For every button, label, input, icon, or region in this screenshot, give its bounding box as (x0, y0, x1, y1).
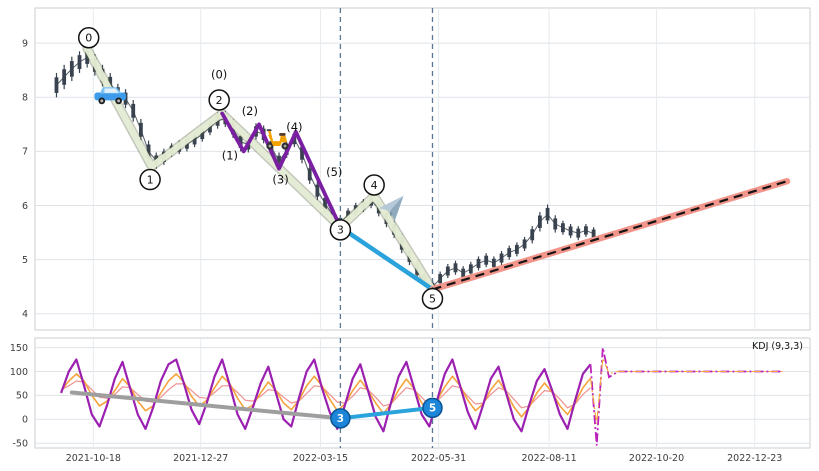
wave-circle-3: 3 (329, 219, 352, 241)
wave-circle-5: 5 (421, 287, 444, 310)
sub-wave-label-(3): (3) (272, 173, 288, 187)
svg-text:4: 4 (371, 179, 378, 192)
svg-text:5: 5 (22, 255, 28, 266)
svg-text:150: 150 (10, 343, 28, 354)
svg-text:9: 9 (22, 38, 28, 49)
svg-text:3: 3 (337, 413, 344, 425)
kdj-node-5: 5 (422, 397, 443, 419)
svg-text:-50: -50 (12, 439, 28, 450)
kdj-j-forecast-line (589, 347, 783, 446)
svg-text:2022-05-31: 2022-05-31 (411, 453, 466, 464)
kdj-node-3: 3 (330, 408, 351, 429)
sub-wave-label-(2): (2) (242, 104, 258, 118)
kdj-k-line (60, 373, 592, 418)
svg-text:0: 0 (85, 32, 92, 45)
svg-text:8: 8 (22, 93, 28, 104)
svg-text:(1): (1) (222, 149, 238, 163)
wave-circle-0: 0 (77, 27, 100, 49)
svg-text:2021-12-27: 2021-12-27 (173, 453, 228, 464)
svg-text:0: 0 (22, 415, 28, 426)
kdj-k-forecast-line (589, 357, 783, 425)
svg-text:6: 6 (22, 201, 28, 212)
event-vlines (339, 8, 434, 448)
svg-text:2: 2 (216, 94, 223, 107)
svg-text:100: 100 (10, 367, 28, 378)
svg-text:(2): (2) (242, 104, 258, 118)
sub-wave-label-(5): (5) (326, 165, 342, 179)
kdj-trendline (69, 390, 343, 421)
svg-text:2022-08-11: 2022-08-11 (521, 453, 576, 464)
svg-text:5: 5 (429, 403, 436, 415)
wave-circle-2: 2 (208, 89, 230, 111)
svg-text:5: 5 (429, 292, 436, 305)
svg-text:2022-12-23: 2022-12-23 (727, 453, 782, 464)
kdj-three-five-line (338, 405, 435, 421)
svg-text:7: 7 (22, 147, 28, 158)
svg-text:(3): (3) (272, 173, 288, 187)
forecast-line (429, 177, 791, 293)
svg-text:2022-03-15: 2022-03-15 (293, 453, 348, 464)
kdj-j-line (60, 358, 592, 433)
wave-circle-4: 4 (363, 174, 385, 196)
svg-text:1: 1 (147, 173, 154, 186)
sub-wave-label-(4): (4) (286, 120, 302, 134)
svg-text:3: 3 (337, 224, 344, 237)
svg-text:(4): (4) (286, 120, 302, 134)
svg-text:(0): (0) (211, 68, 227, 82)
sub-wave-label-(1): (1) (222, 149, 238, 163)
svg-text:2021-10-18: 2021-10-18 (66, 453, 121, 464)
major-wave-line (82, 43, 438, 295)
wave-circle-1: 1 (139, 168, 161, 191)
sub-wave-label-(0): (0) (211, 68, 227, 82)
svg-text:50: 50 (16, 391, 28, 402)
three-five-line (338, 224, 435, 292)
kdj-panel (34, 337, 811, 449)
svg-text:2022-10-20: 2022-10-20 (629, 453, 684, 464)
svg-text:4: 4 (22, 309, 28, 320)
kdj-legend-label: KDJ (9,3,3) (752, 341, 803, 352)
svg-text:(5): (5) (326, 165, 342, 179)
